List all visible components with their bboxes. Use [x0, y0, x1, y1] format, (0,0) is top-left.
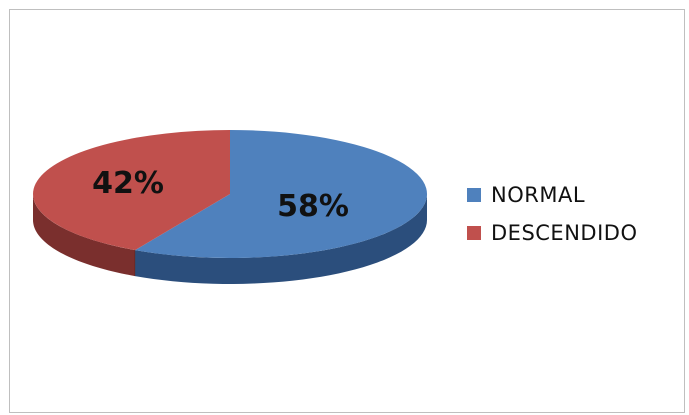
- legend: NORMAL DESCENDIDO: [467, 183, 637, 245]
- legend-label-descendido: DESCENDIDO: [491, 221, 637, 245]
- pie-side-normal: [135, 194, 427, 284]
- legend-label-normal: NORMAL: [491, 183, 585, 207]
- data-label-descendido: 42%: [92, 166, 164, 201]
- legend-swatch-normal: [467, 188, 481, 202]
- label-layer: 58% 42%: [92, 166, 349, 224]
- pie-layer: [33, 130, 428, 284]
- pie-side-descendido: [33, 194, 136, 277]
- pie-slice-descendido: [33, 130, 231, 251]
- legend-swatch-descendido: [467, 226, 481, 240]
- data-label-normal: 58%: [277, 189, 349, 224]
- pie-slice-normal: [135, 130, 428, 258]
